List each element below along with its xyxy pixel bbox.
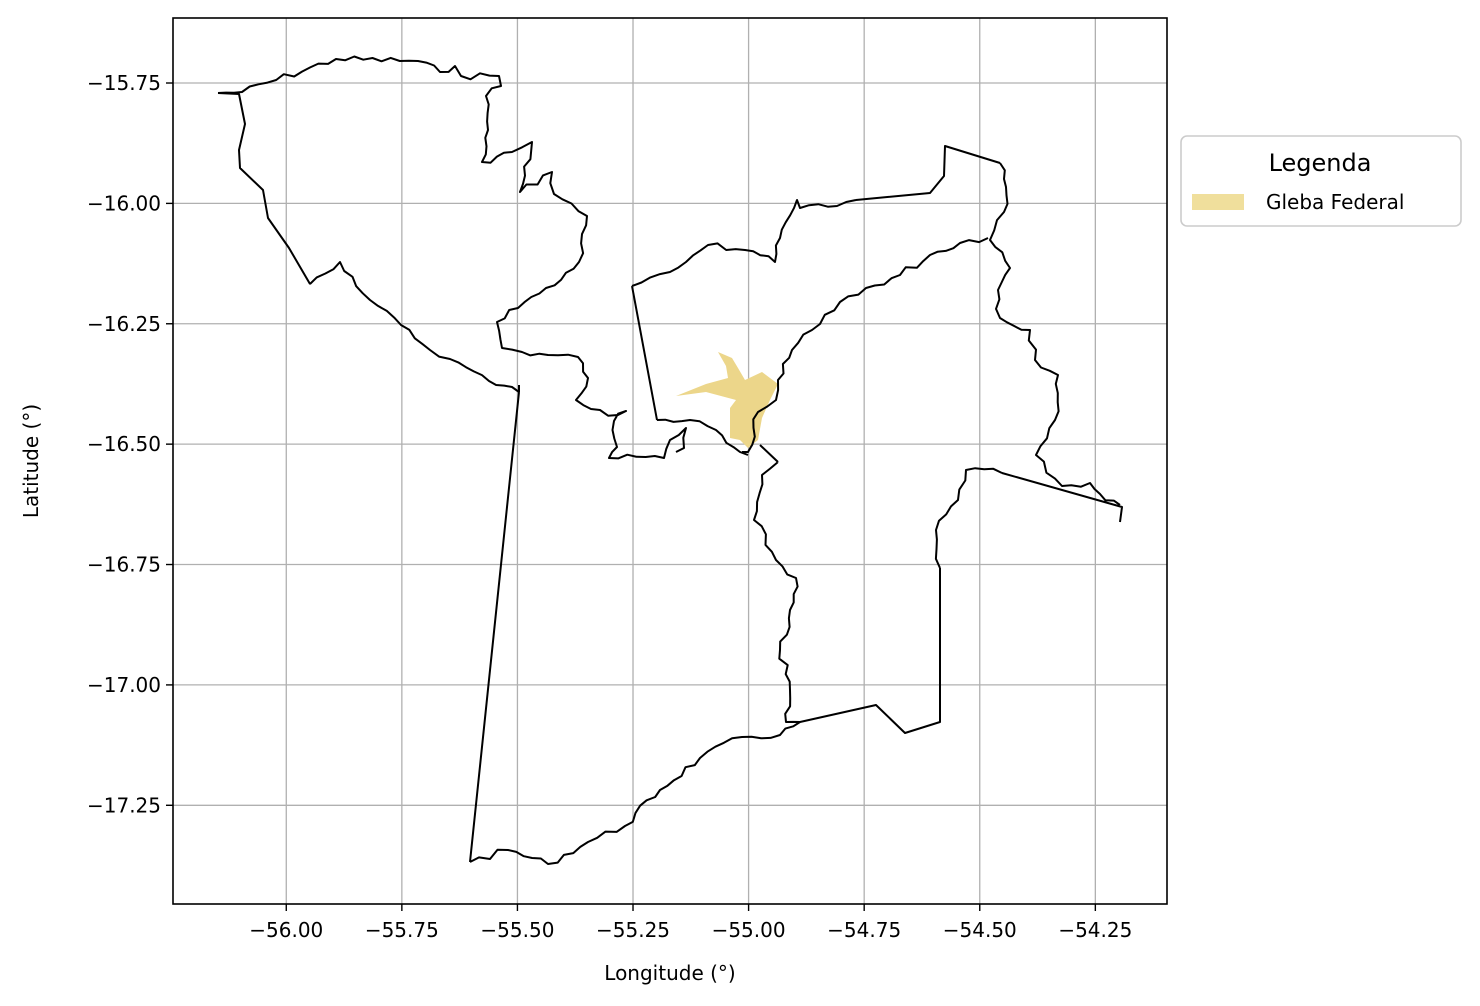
x-tick-label: −56.00 xyxy=(249,918,323,942)
x-axis-ticks: −56.00 −55.75 −55.50 −55.25 −55.00 −54.75 −54.… xyxy=(249,904,1132,942)
legend: Legenda Gleba Federal xyxy=(1180,135,1462,227)
y-axis-ticks: −15.75 −16.00 −16.25 −16.50 −16.75 −17.00 −17.… xyxy=(87,71,173,817)
y-tick-label: −15.75 xyxy=(87,71,161,95)
y-tick-label: −16.25 xyxy=(87,312,161,336)
x-tick-label: −55.75 xyxy=(365,918,439,942)
legend-box xyxy=(1180,135,1462,227)
municipality-boundary-east xyxy=(217,92,989,723)
y-tick-label: −17.00 xyxy=(87,673,161,697)
y-axis-title: Latitude (°) xyxy=(19,404,43,518)
legend-label-gleba: Gleba Federal xyxy=(1266,190,1404,214)
municipality-boundary-west xyxy=(217,55,1123,865)
x-tick-label: −54.25 xyxy=(1058,918,1132,942)
y-tick-label: −16.75 xyxy=(87,553,161,577)
legend-title: Legenda xyxy=(1269,149,1372,177)
y-tick-label: −17.25 xyxy=(87,793,161,817)
x-tick-label: −55.25 xyxy=(596,918,670,942)
x-axis-title: Longitude (°) xyxy=(604,961,735,985)
map-layers xyxy=(217,55,1123,865)
x-tick-label: −54.50 xyxy=(943,918,1017,942)
y-tick-label: −16.50 xyxy=(87,432,161,456)
grid-lines xyxy=(173,18,1167,904)
legend-swatch-gleba xyxy=(1192,194,1244,210)
x-tick-label: −55.00 xyxy=(712,918,786,942)
plot-frame xyxy=(172,17,1168,905)
x-tick-label: −55.50 xyxy=(480,918,554,942)
x-tick-label: −54.75 xyxy=(827,918,901,942)
y-tick-label: −16.00 xyxy=(87,191,161,215)
